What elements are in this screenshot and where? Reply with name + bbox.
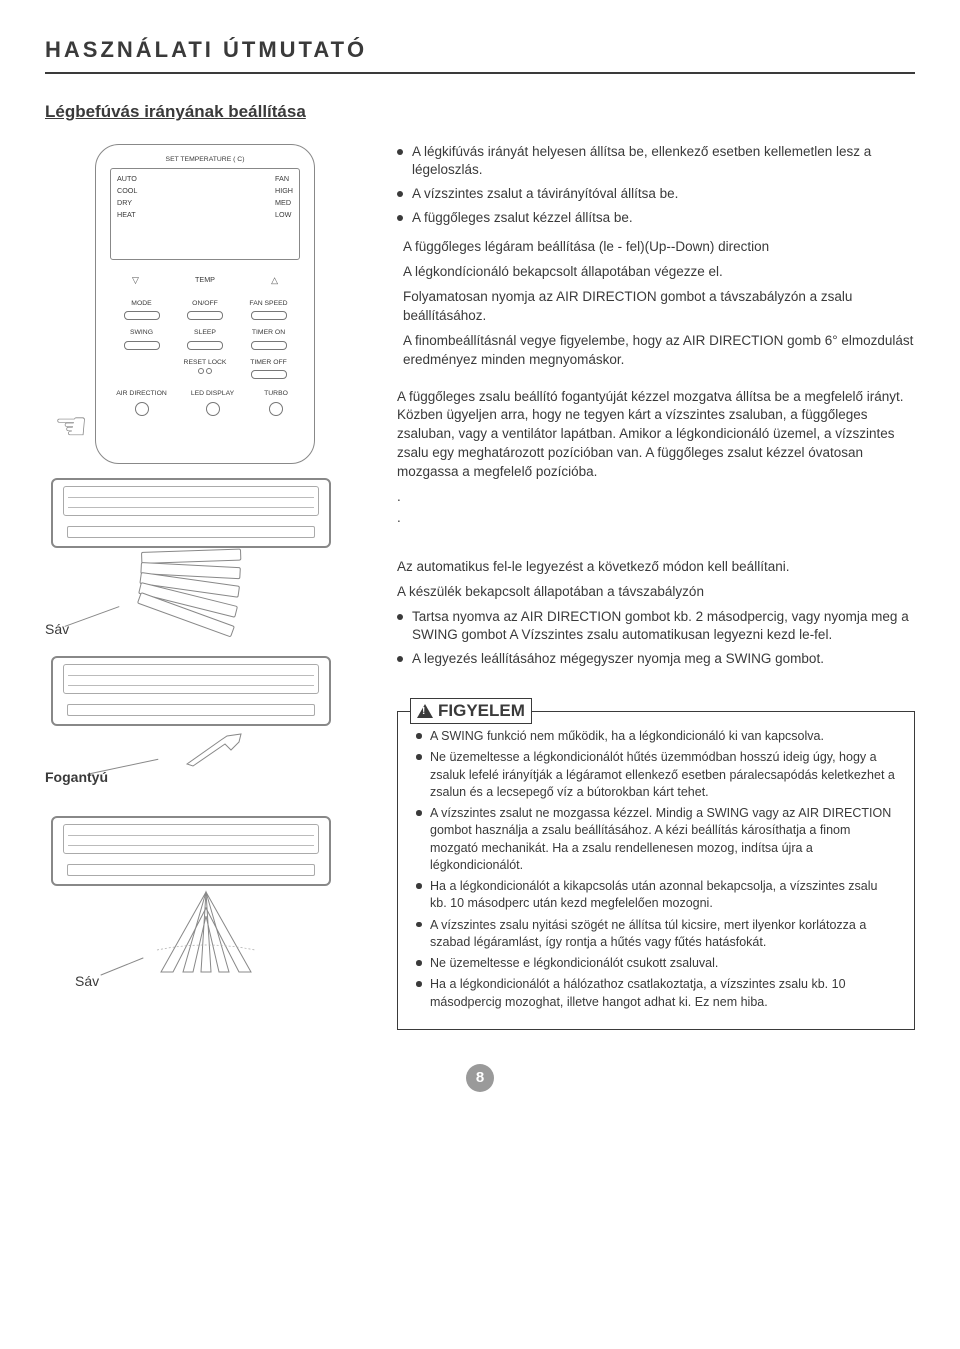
section-title: Légbefúvás irányának beállítása (45, 100, 915, 124)
lcd-mode: HEAT (117, 210, 137, 220)
temp-label: TEMP (195, 275, 215, 285)
page-title: HASZNÁLATI ÚTMUTATÓ (45, 35, 915, 74)
timeron-button: TIMER ON (241, 328, 296, 350)
top-bullet-list: A légkifúvás irányát helyesen állítsa be… (397, 143, 915, 229)
lcd-fan: MED (275, 198, 293, 208)
lcd-fan: FAN (275, 174, 293, 184)
auto-line1: Az automatikus fel-le legyezést a követk… (397, 558, 915, 577)
lcd-fan: LOW (275, 210, 293, 220)
paragraph: Folyamatosan nyomja az AIR DIRECTION gom… (397, 288, 915, 326)
handle-pointer-icon (181, 732, 291, 768)
air-direction-button: AIR DIRECTION (114, 389, 169, 416)
temp-up-icon: △ (271, 274, 278, 287)
turbo-button: TURBO (256, 389, 296, 416)
warning-item: Ne üzemeltesse a légkondicionálót hűtés … (416, 749, 896, 801)
page-number: 8 (466, 1064, 494, 1092)
airflow-icon (121, 890, 291, 980)
paragraph: A légkondícionáló bekapcsolt állapotában… (397, 263, 915, 282)
lcd-mode: AUTO (117, 174, 137, 184)
remote-illustration: SET TEMPERATURE ( C) AUTO COOL DRY HEAT … (95, 144, 315, 464)
warning-item: A SWING funkció nem működik, ha a légkon… (416, 728, 896, 745)
paragraph-block2: A függőleges zsalu beállító fogantyúját … (397, 388, 915, 482)
paragraph: A függőleges légáram beállítása (le - fe… (397, 238, 915, 257)
timeroff-button: TIMER OFF (241, 358, 296, 380)
bullet-item: A vízszintes zsalut a távirányítóval áll… (397, 185, 915, 204)
led-display-button: LED DISPLAY (185, 389, 240, 416)
fig-label-fogantyu: Fogantyú (45, 768, 108, 788)
warning-item: A vízszintes zsalu nyitási szögét ne áll… (416, 917, 896, 952)
warning-item: A vízszintes zsalut ne mozgassa kézzel. … (416, 805, 896, 874)
ac-figure-louvers: Sáv (51, 478, 331, 638)
right-column: A légkifúvás irányát helyesen állítsa be… (397, 138, 915, 1030)
bullet-item: A legyezés leállításához mégegyszer nyom… (397, 650, 915, 669)
reset-lock: RESET LOCK (178, 358, 233, 380)
auto-bullet-list: Tartsa nyomva az AIR DIRECTION gombot kb… (397, 608, 915, 670)
warning-item: Ha a légkondicionálót a kikapcsolás után… (416, 878, 896, 913)
bullet-item: Tartsa nyomva az AIR DIRECTION gombot kb… (397, 608, 915, 646)
warning-box: FIGYELEM A SWING funkció nem működik, ha… (397, 711, 915, 1030)
warning-heading: FIGYELEM (410, 698, 532, 724)
auto-line2: A készülék bekapcsolt állapotában a távs… (397, 583, 915, 602)
lcd-fan: HIGH (275, 186, 293, 196)
paragraph: A finombeállításnál vegye figyelembe, ho… (397, 332, 915, 370)
fig-label-sav: Sáv (45, 620, 69, 640)
lcd-mode: DRY (117, 198, 137, 208)
ac-figure-handle: Fogantyú (51, 656, 331, 786)
ac-figure-airflow: Sáv (51, 816, 331, 1006)
warning-icon (417, 704, 433, 718)
bullet-item: A függőleges zsalut kézzel állítsa be. (397, 209, 915, 228)
sleep-button: SLEEP (178, 328, 233, 350)
lcd-header: SET TEMPERATURE ( C) (110, 155, 300, 165)
bullet-item: A légkifúvás irányát helyesen állítsa be… (397, 143, 915, 181)
temp-down-icon: ▽ (132, 274, 139, 287)
lcd-mode: COOL (117, 186, 137, 196)
onoff-button: ON/OFF (178, 299, 233, 321)
swing-button: SWING (114, 328, 169, 350)
mode-button: MODE (114, 299, 169, 321)
warning-item: Ha a légkondicionálót a hálózathoz csatl… (416, 976, 896, 1011)
warning-item: Ne üzemeltesse e légkondicionálót csukot… (416, 955, 896, 972)
fig-label-sav2: Sáv (75, 972, 99, 992)
hand-icon: ☞ (54, 401, 88, 454)
left-column: SET TEMPERATURE ( C) AUTO COOL DRY HEAT … (45, 138, 375, 1030)
warning-list: A SWING funkció nem működik, ha a légkon… (416, 728, 896, 1011)
fanspeed-button: FAN SPEED (241, 299, 296, 321)
